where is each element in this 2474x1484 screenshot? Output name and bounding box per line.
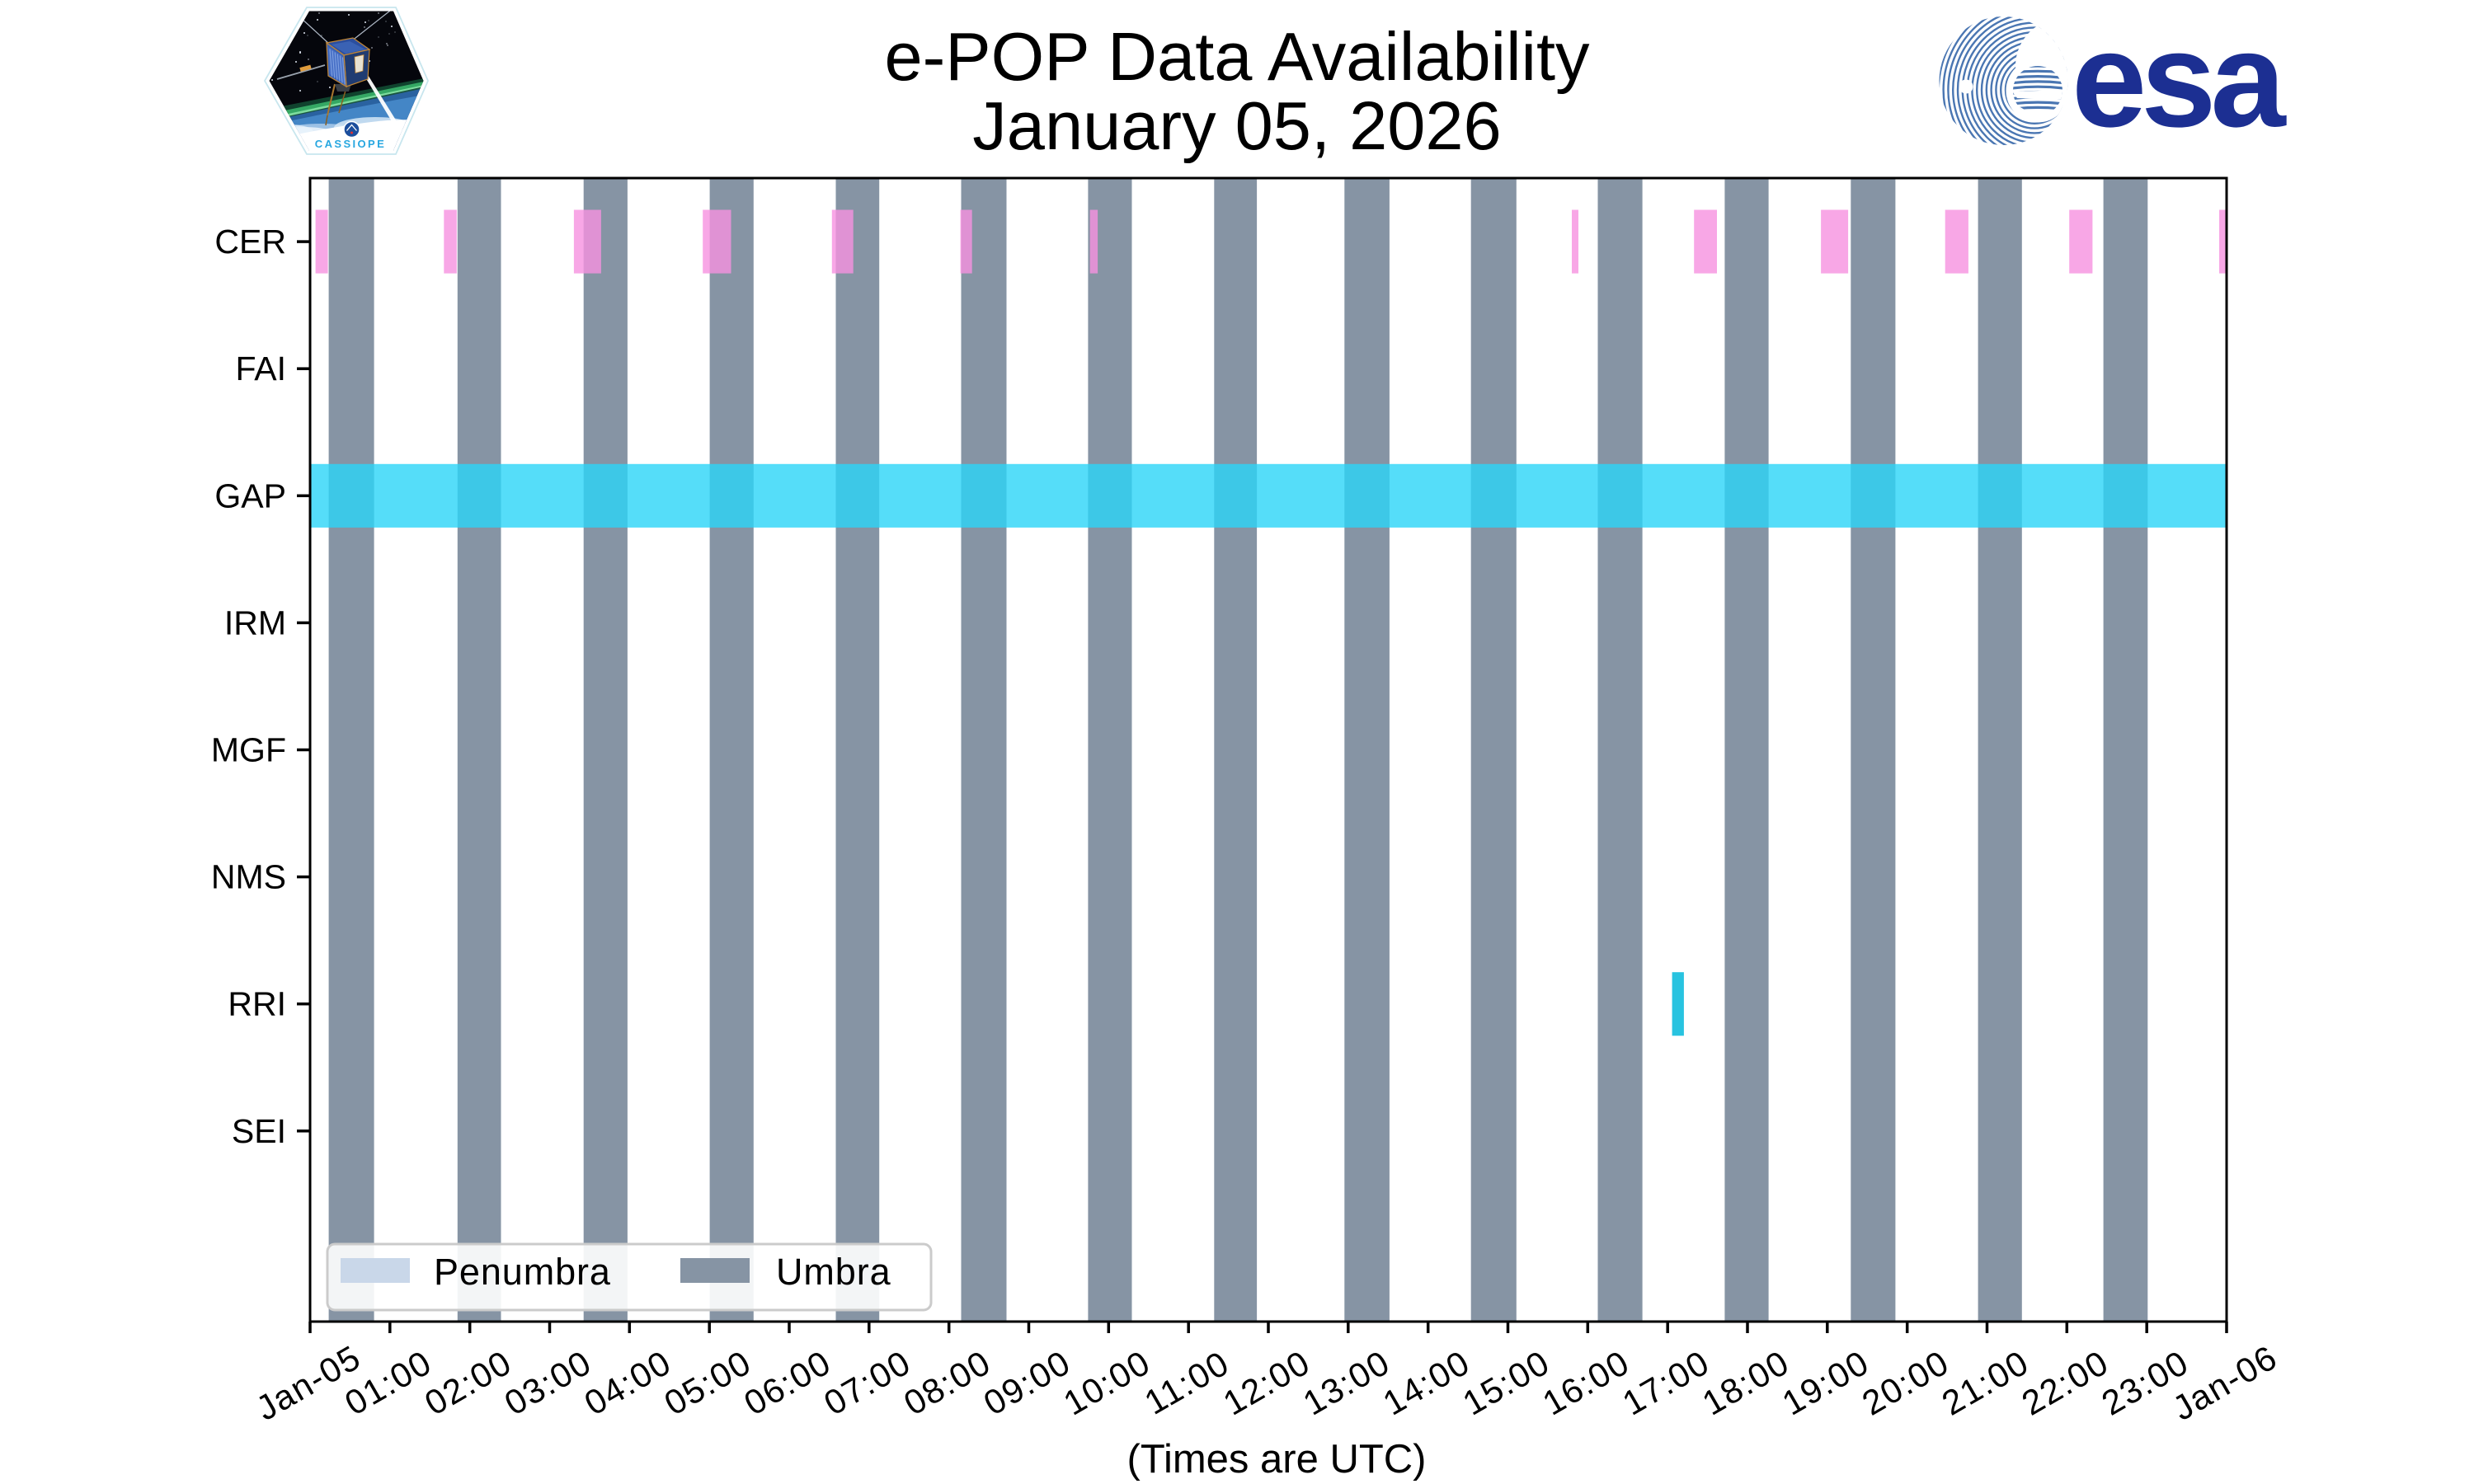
svg-text:esa: esa [2072,4,2287,155]
svg-text:Umbra: Umbra [776,1251,891,1293]
svg-text:RRI: RRI [228,985,286,1023]
svg-text:January 05, 2026: January 05, 2026 [972,87,1501,164]
svg-text:CER: CER [214,223,286,261]
svg-text:(Times are UTC): (Times are UTC) [1127,1437,1427,1482]
svg-text:FAI: FAI [235,350,286,387]
svg-text:MGF: MGF [211,731,286,769]
svg-text:IRM: IRM [224,603,286,641]
svg-text:e-POP Data Availability: e-POP Data Availability [884,18,1590,95]
svg-text:CASSIOPE: CASSIOPE [315,138,386,150]
svg-text:GAP: GAP [214,477,286,514]
svg-text:SEI: SEI [232,1112,286,1150]
svg-text:Penumbra: Penumbra [434,1251,611,1293]
svg-text:NMS: NMS [211,858,286,896]
